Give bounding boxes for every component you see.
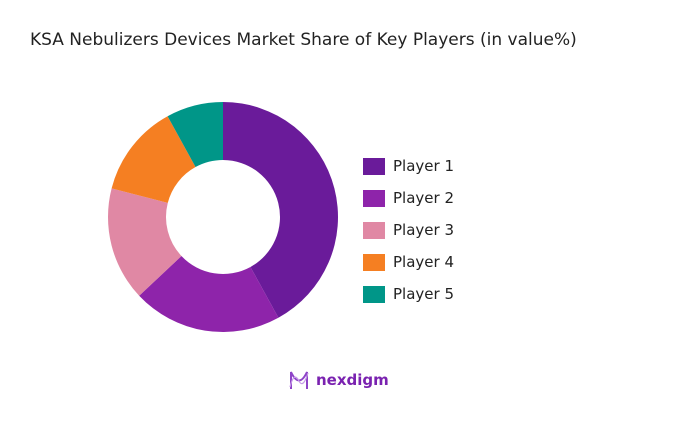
chart-title: KSA Nebulizers Devices Market Share of K… (30, 30, 577, 50)
legend-item: Player 4 (363, 246, 454, 278)
legend-label: Player 1 (393, 157, 454, 175)
legend: Player 1 Player 2 Player 3 Player 4 Player 5 (363, 150, 454, 310)
legend-item: Player 2 (363, 182, 454, 214)
donut-slice-1 (223, 102, 338, 318)
legend-label: Player 3 (393, 221, 454, 239)
logo-text: nexdigm (316, 371, 389, 389)
donut-slice-5 (167, 102, 223, 168)
legend-item: Player 5 (363, 278, 454, 310)
legend-swatch (363, 189, 385, 207)
legend-swatch (363, 221, 385, 239)
donut-slice-2 (139, 256, 279, 332)
legend-swatch (363, 157, 385, 175)
nexdigm-logo-icon (289, 371, 309, 389)
legend-item: Player 3 (363, 214, 454, 246)
legend-swatch (363, 285, 385, 303)
nexdigm-logo: nexdigm (288, 369, 389, 391)
legend-item: Player 1 (363, 150, 454, 182)
legend-label: Player 4 (393, 253, 454, 271)
legend-swatch (363, 253, 385, 271)
legend-label: Player 2 (393, 189, 454, 207)
legend-label: Player 5 (393, 285, 454, 303)
donut-slice-3 (108, 188, 182, 296)
donut-slice-4 (111, 116, 196, 203)
